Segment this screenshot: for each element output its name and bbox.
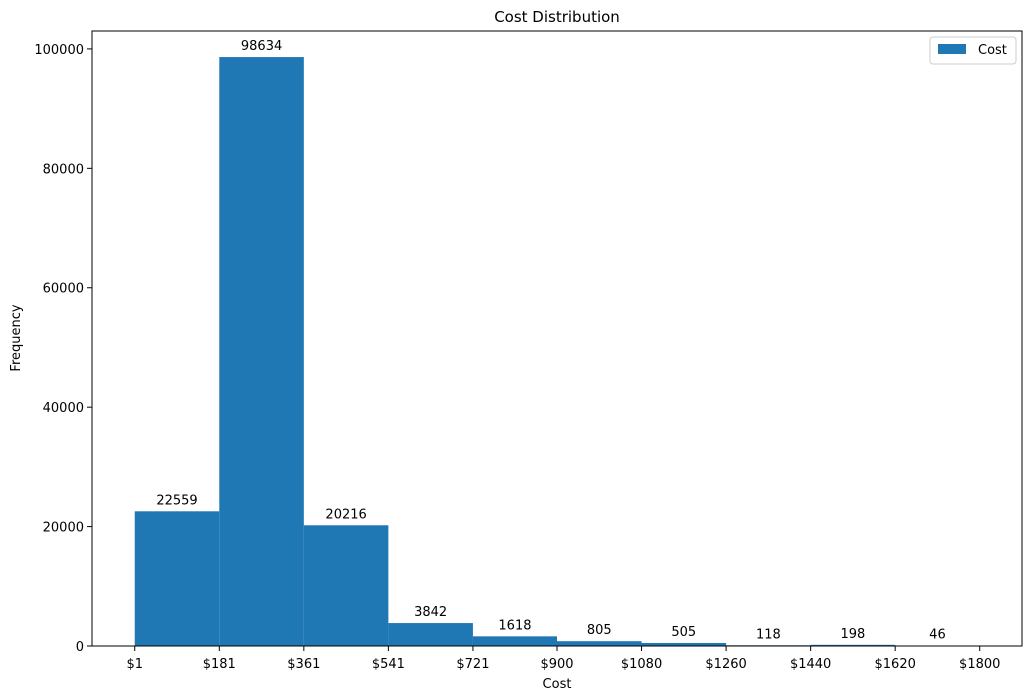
- bar-label-3: 3842: [414, 605, 447, 620]
- x-tick-label-9: $1620: [875, 657, 916, 672]
- y-tick-label-0: 0: [76, 640, 84, 655]
- bar-label-5: 805: [587, 623, 612, 638]
- x-tick-label-1: $181: [203, 657, 236, 672]
- legend-entry-cost: Cost: [978, 43, 1007, 58]
- x-tick-label-8: $1440: [790, 657, 831, 672]
- x-axis-label: Cost: [543, 677, 572, 692]
- x-tick-label-2: $361: [287, 657, 320, 672]
- x-tick-label-5: $900: [540, 657, 573, 672]
- bar-label-7: 118: [756, 627, 781, 642]
- y-axis-label: Frequency: [9, 304, 24, 371]
- x-tick-label-3: $541: [372, 657, 405, 672]
- bar-labels-group: 22559 98634 20216 3842 1618 805 505 118 198 46: [156, 39, 945, 643]
- bar-label-0: 22559: [156, 493, 197, 508]
- x-tick-label-10: $1800: [959, 657, 1000, 672]
- legend: Cost: [929, 36, 1017, 65]
- x-tick-label-4: $721: [456, 657, 489, 672]
- bar-1: [219, 57, 304, 646]
- bar-label-9: 46: [929, 628, 946, 643]
- x-tick-label-7: $1260: [705, 657, 746, 672]
- bar-label-4: 1618: [498, 618, 531, 633]
- plot-frame: [91, 30, 1023, 647]
- legend-box: [929, 36, 1017, 65]
- bars-group: [134, 57, 980, 646]
- y-tick-label-2: 40000: [43, 401, 84, 416]
- y-tick-label-4: 80000: [43, 162, 84, 177]
- x-tick-label-0: $1: [126, 657, 143, 672]
- y-tick-label-1: 20000: [43, 521, 84, 536]
- bar-0: [134, 511, 220, 646]
- y-tick-label-3: 60000: [43, 282, 84, 297]
- y-tick-label-5: 100000: [34, 43, 84, 58]
- bar-2: [303, 525, 389, 646]
- bar-label-8: 198: [840, 627, 865, 642]
- chart-title: Cost Distribution: [494, 8, 620, 26]
- bar-4: [472, 636, 557, 646]
- bar-5: [557, 641, 642, 646]
- x-axis-ticks: $1 $181 $361 $541 $721 $900 $1080 $1260 $1440 $16…: [126, 646, 1000, 672]
- bar-label-1: 98634: [241, 39, 282, 54]
- bar-label-2: 20216: [325, 507, 366, 522]
- x-tick-label-6: $1080: [621, 657, 662, 672]
- legend-swatch: [938, 44, 966, 54]
- bar-label-6: 505: [671, 625, 696, 640]
- bar-6: [641, 642, 727, 646]
- bar-8: [810, 644, 896, 646]
- y-axis-ticks: 0 20000 40000 60000 80000 100000: [34, 43, 92, 655]
- bar-3: [388, 623, 473, 646]
